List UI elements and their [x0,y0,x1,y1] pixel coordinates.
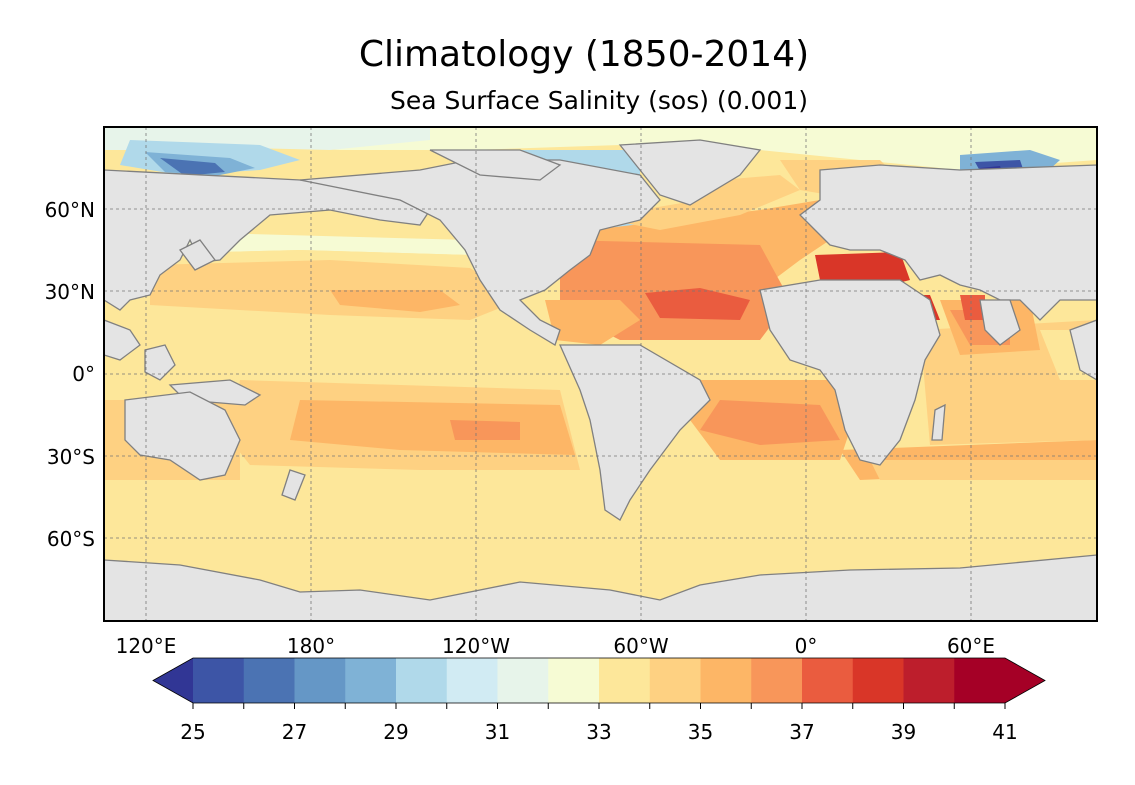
lat-label-60n: 60°N [44,198,95,222]
landmass-australia [124,391,241,481]
landmass-south-america [558,344,711,521]
colorbar-bin [345,658,397,703]
colorbar-bin [802,658,854,703]
colorbar-tick-label: 35 [687,720,714,744]
colorbar-extend-max [1005,658,1045,703]
colorbar-tick-label: 41 [992,720,1018,744]
lon-label-60w: 60°W [613,634,669,658]
colorbar-tick-label: 37 [789,720,815,744]
colorbar-extend-min [153,658,193,703]
landmass-africa [759,279,941,466]
lon-label-0: 0° [794,634,818,658]
colorbar-bin [751,658,803,703]
colorbar-bin [649,658,701,703]
colorbar-bin [954,658,1006,703]
landmass-canadian-arctic [429,149,562,181]
colorbar-bin [497,658,549,703]
colorbar-bin [193,658,245,703]
colorbar-bin [243,658,295,703]
map-area [104,127,1097,621]
landmass-india [979,299,1021,346]
lon-label-60e: 60°E [946,634,996,658]
colorbar-bin [599,658,651,703]
colorbar-tick-label: 25 [180,720,206,744]
colorbar-bin [396,658,448,703]
landmass-north-america [299,159,661,346]
land [104,139,1097,621]
map-subtitle: Sea Surface Salinity (sos) (0.001) [390,86,808,115]
map-frame [103,126,1098,622]
lat-label-30n: 30°N [44,280,95,304]
colorbar-tick-label: 27 [281,720,308,744]
colorbar-bin [294,658,346,703]
landmass-antarctica [104,554,1097,621]
gridlines [104,127,1097,621]
colorbar-tick-label: 39 [890,720,917,744]
colorbar-tick-label: 31 [484,720,511,744]
lon-label-120e: 120°E [115,634,177,658]
colorbar-tick-label: 29 [383,720,409,744]
lat-label-equator: 0° [72,362,95,386]
colorbar-bin [903,658,955,703]
colorbar-bin [446,658,498,703]
landmass-indochina [1069,319,1097,381]
landmass-greenland [618,139,762,206]
landmass-japan [179,239,216,271]
lat-label-60s: 60°S [46,527,95,551]
colorbar-bin [548,658,600,703]
colorbar [152,657,1046,709]
lon-label-120w: 120°W [442,634,510,658]
colorbar-tick-label: 33 [586,720,612,744]
lat-label-30s: 30°S [46,445,95,469]
map-title: Climatology (1850-2014) [358,34,810,75]
landmass-new-zealand [281,469,306,501]
lon-label-180: 180° [286,634,336,658]
landmass-eurasia [799,164,1097,321]
colorbar-bin [700,658,752,703]
landmass-se-asia [104,319,141,361]
landmass-madagascar [931,403,946,441]
landmass-philippines [144,344,176,381]
colorbar-bin [852,658,904,703]
